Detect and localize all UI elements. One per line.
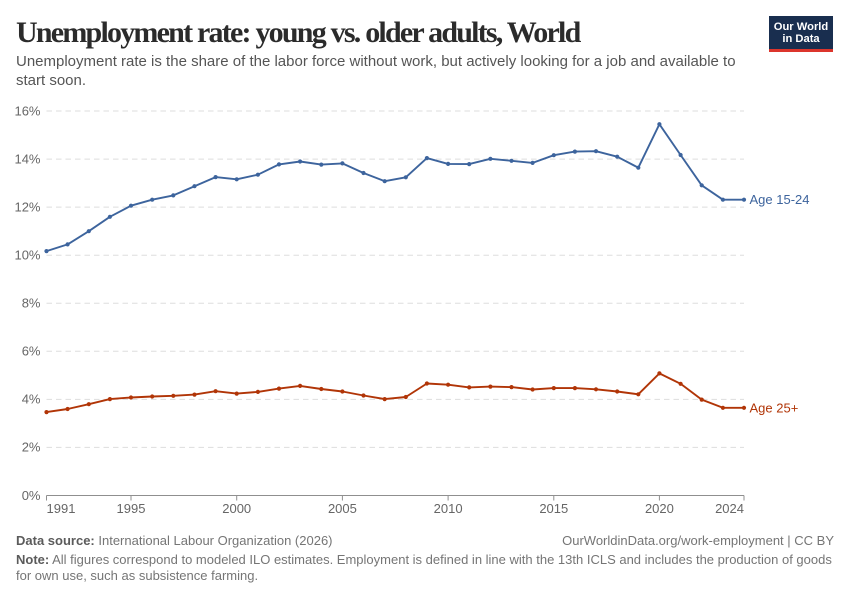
svg-text:1991: 1991 [47,501,76,516]
svg-text:2020: 2020 [645,501,674,516]
svg-text:1995: 1995 [117,501,146,516]
svg-text:Age 15-24: Age 15-24 [750,192,810,207]
svg-text:10%: 10% [14,248,40,263]
svg-text:14%: 14% [14,151,40,166]
svg-text:Age 25+: Age 25+ [750,401,799,416]
svg-text:4%: 4% [22,392,41,407]
svg-text:2010: 2010 [434,501,463,516]
svg-text:2024: 2024 [715,501,744,516]
svg-text:6%: 6% [22,344,41,359]
svg-text:8%: 8% [22,296,41,311]
svg-text:2005: 2005 [328,501,357,516]
svg-text:0%: 0% [22,488,41,503]
svg-text:12%: 12% [14,199,40,214]
svg-text:2015: 2015 [539,501,568,516]
svg-text:2%: 2% [22,440,41,455]
svg-text:16%: 16% [14,103,40,118]
svg-text:2000: 2000 [222,501,251,516]
